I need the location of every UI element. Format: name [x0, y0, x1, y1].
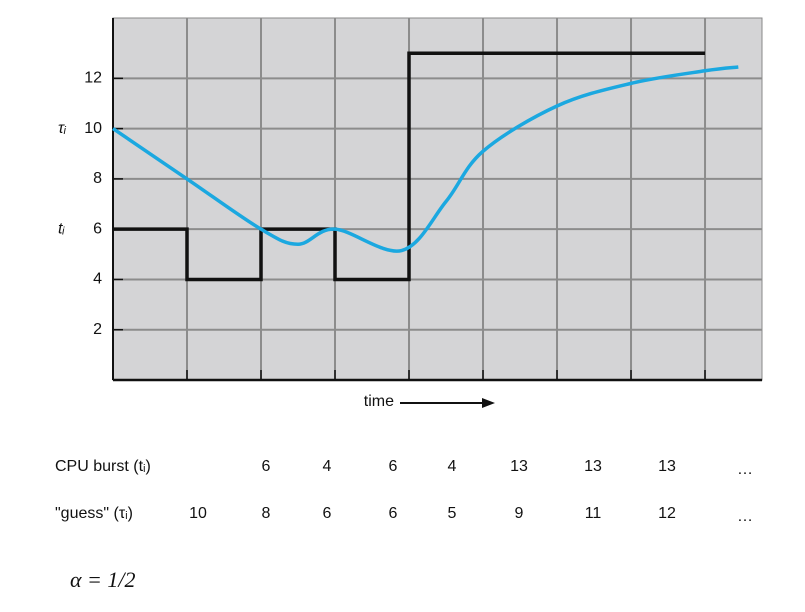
ellipsis: … [737, 508, 753, 525]
cpu-burst-line [113, 51, 706, 282]
table-cell: 5 [448, 505, 457, 522]
table-cell: 6 [389, 458, 398, 475]
plot-area [112, 17, 763, 381]
table-cell: 13 [658, 458, 676, 475]
y-tick-label: 6 [93, 220, 102, 237]
y-tick-label: 8 [93, 170, 102, 187]
table-cell: 9 [515, 505, 524, 522]
table-cell: 4 [448, 458, 457, 475]
y-annotation: tᵢ [58, 220, 65, 237]
table-cell: 6 [262, 458, 271, 475]
formula: α = 1/2 [70, 567, 136, 592]
table-cell: 6 [389, 505, 398, 522]
table-cell: 13 [510, 458, 528, 475]
ellipsis: … [737, 461, 753, 478]
table-cell: 10 [189, 505, 207, 522]
y-tick-label: 10 [84, 120, 102, 137]
x-axis-label: time [364, 393, 394, 410]
guess-curve [112, 65, 739, 253]
table-cell: 13 [584, 458, 602, 475]
table-cell: 8 [262, 505, 271, 522]
table-cell: 4 [323, 458, 332, 475]
table-cell: 12 [658, 505, 676, 522]
table-cell: 6 [323, 505, 332, 522]
row-label: CPU burst (tᵢ) [55, 458, 151, 475]
y-tick-label: 4 [93, 271, 102, 288]
x-axis-arrowhead [482, 398, 495, 408]
y-annotation: τᵢ [58, 120, 67, 137]
row-label: "guess" (τᵢ) [55, 505, 133, 522]
y-tick-label: 2 [93, 321, 102, 338]
y-tick-label: 12 [84, 70, 102, 87]
table-cell: 11 [585, 505, 602, 522]
